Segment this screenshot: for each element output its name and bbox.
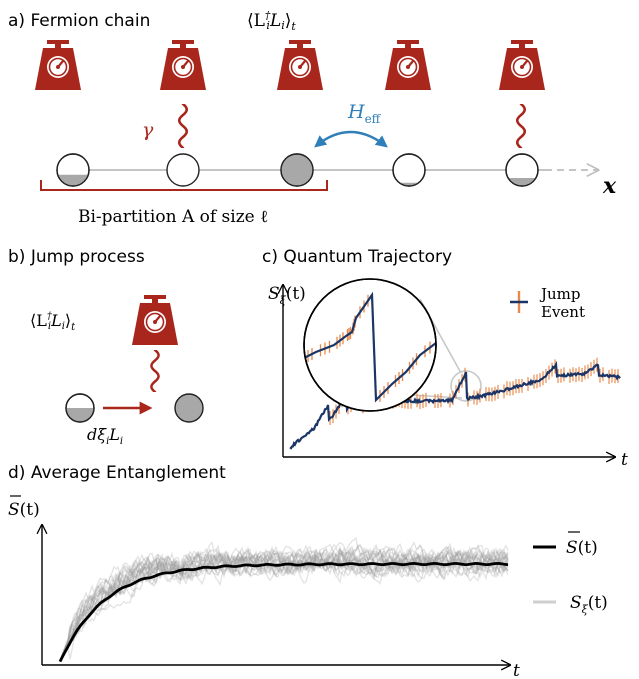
trajectory-sample <box>59 542 509 662</box>
panel-d-ylabel: S(t) <box>8 500 40 520</box>
panel-a-title: a) Fermion chain <box>8 11 150 31</box>
zoom-trajectory <box>304 291 436 403</box>
trajectory-sample <box>59 544 509 663</box>
jump-legend-line1: Jump <box>539 285 581 303</box>
chain-site-fill <box>57 174 89 187</box>
panel-c-title: c) Quantum Trajectory <box>262 247 452 267</box>
site-partial-fill <box>66 408 94 422</box>
trajectory-sample <box>59 543 509 662</box>
panel-d-xlabel: t <box>513 661 520 679</box>
trajectory-sample <box>59 546 509 662</box>
trajectory-sample <box>59 549 509 662</box>
site-full <box>174 393 204 423</box>
trajectory-sample <box>59 541 509 662</box>
mean-entanglement-line <box>58 561 509 663</box>
trajectory-sample <box>59 545 509 662</box>
panel-a: a) Fermion chain ⟨L† iLi⟩t γ Heff x Bi-pa… <box>8 9 617 227</box>
panel-a-measurement-label: ⟨L† iLi⟩t <box>247 9 296 33</box>
panel-c-xlabel: t <box>621 450 628 470</box>
arc-arrow-icon <box>314 130 388 148</box>
hamiltonian-label: Heff <box>347 101 382 126</box>
scale-icon <box>130 295 180 345</box>
wavy-line-icon <box>150 350 160 392</box>
traj-legend-label: Sξ(t) <box>570 593 608 616</box>
trajectory-sample <box>59 543 509 662</box>
panel-c: c) Quantum Trajectory Sξ(t) t Jump Event <box>262 247 628 470</box>
jump-legend-line2: Event <box>541 303 585 321</box>
scale-icon <box>158 40 208 90</box>
wavy-line-icon <box>177 104 189 148</box>
zoom-source-circle <box>450 370 482 402</box>
trajectory-bundle <box>58 536 509 663</box>
chain-sites <box>56 153 539 187</box>
mean-legend-label: S(t) <box>566 538 598 558</box>
zoom-trajectory-line <box>304 291 436 403</box>
panel-b: b) Jump process ⟨L† iLi⟩t dξiLi <box>8 247 204 447</box>
scale-icon <box>497 40 547 90</box>
jump-label: dξiLi <box>87 425 123 447</box>
panel-d-title: d) Average Entanglement <box>8 463 226 483</box>
trajectory-sample <box>59 543 509 662</box>
chain-site <box>166 153 200 187</box>
trajectory-sample <box>59 541 509 662</box>
panel-c-ylabel: Sξ(t) <box>268 284 306 307</box>
bipartition-label: Bi-partition A of size ℓ <box>78 207 268 227</box>
trajectory-sample <box>59 544 509 662</box>
wavy-line-icon <box>515 104 527 148</box>
trajectory-sample <box>59 536 509 662</box>
panel-b-measurement-label: ⟨L† iLi⟩t <box>30 311 76 333</box>
panel-d: d) Average Entanglement S(t) t S(t) Sξ(t… <box>8 463 608 679</box>
scale-icon <box>275 40 325 90</box>
trajectory-sample <box>59 542 509 662</box>
chain-site-fill <box>280 153 314 187</box>
trajectory-sample <box>59 545 509 662</box>
panel-b-title: b) Jump process <box>8 247 145 267</box>
bipartition-bracket <box>40 180 328 191</box>
rate-label: γ <box>142 119 154 141</box>
scale-icon <box>33 40 83 90</box>
axis-x-label: x <box>602 173 617 199</box>
scale-icon <box>383 40 433 90</box>
trajectory-sample <box>59 549 509 662</box>
